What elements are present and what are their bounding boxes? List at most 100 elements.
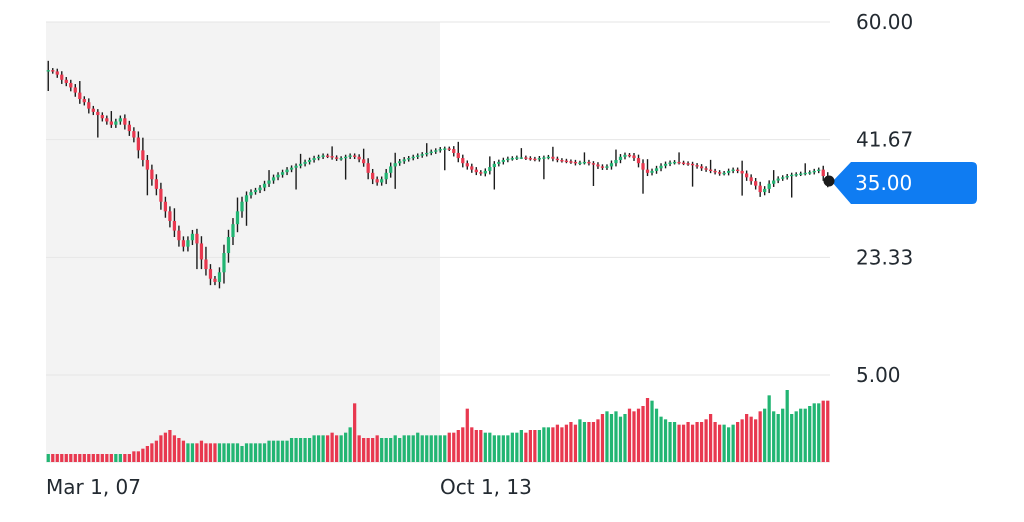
candle-body xyxy=(325,155,330,157)
candle-body xyxy=(46,70,50,72)
candle-body xyxy=(614,159,618,164)
volume-bar xyxy=(632,411,636,462)
candle-body xyxy=(781,177,785,179)
volume-bar xyxy=(817,403,821,462)
volume-bar xyxy=(362,438,366,462)
candle-body xyxy=(127,124,131,132)
candle-body xyxy=(776,178,780,181)
volume-bar xyxy=(627,408,632,462)
volume-bar xyxy=(177,438,181,462)
volume-bar xyxy=(609,414,614,462)
candle-body xyxy=(330,156,334,158)
volume-bar xyxy=(808,406,812,462)
candle-body xyxy=(69,82,73,88)
candle-body xyxy=(280,172,285,175)
candle-body xyxy=(542,157,546,159)
candle-body xyxy=(794,174,798,176)
candle-body xyxy=(740,170,744,174)
candle-body xyxy=(569,161,573,163)
volume-bar xyxy=(114,454,118,462)
candle-body xyxy=(190,233,195,241)
candle-body xyxy=(357,156,361,160)
candle-body xyxy=(754,181,758,186)
volume-bar xyxy=(280,440,285,462)
candle-body xyxy=(501,159,505,162)
volume-bar xyxy=(316,435,321,462)
volume-bar xyxy=(483,432,487,462)
volume-bar xyxy=(262,443,267,462)
volume-bar xyxy=(492,435,496,462)
candle-body xyxy=(470,166,474,170)
volume-bar xyxy=(681,424,686,462)
volume-bar xyxy=(82,454,86,462)
volume-bar xyxy=(799,408,803,462)
volume-bar xyxy=(474,430,478,462)
volume-bar xyxy=(542,427,546,462)
volume-bar xyxy=(726,427,731,462)
volume-bar xyxy=(334,435,339,462)
volume-bar xyxy=(763,408,767,462)
candle-body xyxy=(519,157,523,159)
volume-bar xyxy=(668,422,672,462)
volume-bar xyxy=(55,454,59,462)
volume-bar xyxy=(731,424,735,462)
candle-body xyxy=(389,166,393,173)
volume-bar xyxy=(465,408,469,462)
volume-bar xyxy=(524,432,528,462)
volume-bar xyxy=(163,432,168,462)
volume-bar xyxy=(736,422,740,462)
volume-bar xyxy=(452,432,456,462)
volume-bar xyxy=(258,443,262,462)
volume-bar xyxy=(551,427,555,462)
candle-body xyxy=(163,201,168,212)
volume-bar xyxy=(51,454,55,462)
candle-body xyxy=(623,154,627,157)
volume-bar xyxy=(226,443,231,462)
candle-body xyxy=(736,169,740,172)
x-tick-label: Mar 1, 07 xyxy=(46,475,141,499)
y-tick-label: 60.00 xyxy=(856,10,913,34)
candle-body xyxy=(114,121,118,125)
volume-bar xyxy=(479,430,483,462)
x-tick-label: Oct 1, 13 xyxy=(440,475,532,499)
volume-bar xyxy=(686,422,690,462)
volume-bar xyxy=(650,400,654,462)
volume-bar xyxy=(600,414,605,462)
candle-body xyxy=(808,172,812,174)
volume-bar xyxy=(312,435,316,462)
volume-bar xyxy=(181,440,186,462)
volume-bar xyxy=(708,414,713,462)
candle-body xyxy=(267,180,271,184)
volume-bar xyxy=(303,438,307,462)
candle-body xyxy=(425,152,429,155)
candle-body xyxy=(380,179,384,183)
volume-bar xyxy=(100,454,104,462)
volume-bar xyxy=(501,435,505,462)
volume-bar xyxy=(636,408,641,462)
candle-body xyxy=(371,172,375,180)
candle-body xyxy=(528,158,532,160)
candle-body xyxy=(105,118,109,122)
candle-body xyxy=(677,161,681,164)
candle-body xyxy=(123,118,127,125)
volume-bar xyxy=(353,403,357,462)
volume-bar xyxy=(186,443,190,462)
candle-body xyxy=(546,156,551,159)
candle-body xyxy=(686,163,690,165)
volume-bar xyxy=(429,435,433,462)
candle-body xyxy=(303,161,307,164)
candle-body xyxy=(704,168,708,170)
volume-bar xyxy=(546,427,551,462)
candle-body xyxy=(659,165,663,169)
volume-bar xyxy=(749,416,753,462)
volume-bar xyxy=(717,424,722,462)
volume-bar xyxy=(826,400,830,462)
candle-body xyxy=(443,148,447,150)
volume-bar xyxy=(790,414,794,462)
volume-bar xyxy=(132,451,136,462)
candle-body xyxy=(596,164,600,167)
current-price-badge: 35.00 xyxy=(832,162,977,204)
candle-body xyxy=(799,173,803,175)
candle-body xyxy=(618,156,623,160)
candle-body xyxy=(587,161,591,164)
